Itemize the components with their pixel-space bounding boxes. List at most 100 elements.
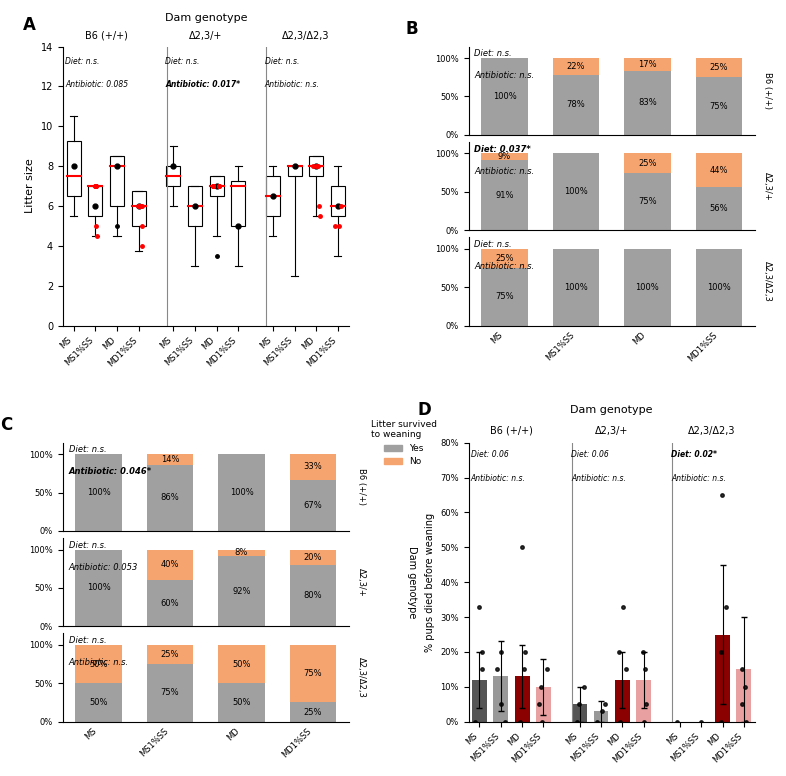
Text: 25%: 25% [495, 254, 514, 263]
Text: Antibiotic: 0.017*: Antibiotic: 0.017* [165, 81, 241, 89]
Bar [288, 166, 302, 176]
Text: Δ2,3/Δ2,3: Δ2,3/Δ2,3 [358, 657, 366, 698]
Text: Antibiotic: n.s.: Antibiotic: n.s. [671, 474, 726, 483]
Text: Antibiotic: n.s.: Antibiotic: n.s. [475, 167, 534, 175]
Text: D: D [417, 401, 431, 419]
Text: Antibiotic: 0.085: Antibiotic: 0.085 [65, 81, 129, 89]
Text: Diet: n.s.: Diet: n.s. [68, 445, 106, 455]
Bar [696, 249, 742, 326]
Bar [75, 454, 122, 531]
Text: 91%: 91% [495, 191, 514, 199]
Text: B6 (+/+): B6 (+/+) [763, 72, 772, 109]
Text: Diet: n.s.: Diet: n.s. [475, 240, 512, 249]
Text: B6 (+/+): B6 (+/+) [490, 426, 533, 436]
Text: B6 (+/+): B6 (+/+) [85, 30, 127, 40]
Text: Diet: n.s.: Diet: n.s. [165, 57, 200, 65]
Bar [75, 549, 122, 626]
Bar [147, 454, 193, 465]
Text: Δ2,3/+: Δ2,3/+ [595, 426, 628, 436]
Text: 40%: 40% [161, 560, 179, 570]
Text: Dam genotype: Dam genotype [406, 546, 417, 618]
Text: 60%: 60% [161, 599, 179, 608]
Text: Antibiotic: n.s.: Antibiotic: n.s. [68, 658, 129, 667]
Bar [331, 186, 345, 216]
Text: Antibiotic: n.s.: Antibiotic: n.s. [475, 262, 534, 271]
Bar [147, 664, 193, 722]
Bar [131, 191, 145, 226]
Bar [515, 677, 530, 722]
Text: B: B [406, 20, 418, 38]
Text: Δ2,3/+: Δ2,3/+ [763, 171, 772, 200]
Text: 75%: 75% [161, 688, 179, 698]
Bar [593, 712, 608, 722]
Bar [219, 556, 265, 626]
Bar [210, 176, 224, 196]
Text: 25%: 25% [638, 158, 656, 168]
Text: 100%: 100% [86, 488, 111, 497]
Bar [219, 454, 265, 531]
Text: 14%: 14% [161, 455, 179, 464]
Bar [147, 549, 193, 580]
Text: 17%: 17% [638, 60, 656, 69]
Bar [88, 186, 102, 216]
Text: 100%: 100% [493, 92, 516, 101]
Bar [167, 166, 180, 186]
Bar [536, 687, 551, 722]
Text: Diet: n.s.: Diet: n.s. [68, 636, 106, 645]
Bar [481, 249, 527, 268]
Bar [481, 161, 527, 230]
Bar [696, 78, 742, 135]
Bar [624, 249, 670, 326]
Bar [481, 154, 527, 161]
Text: 92%: 92% [233, 587, 251, 595]
Bar [147, 580, 193, 626]
Bar [147, 465, 193, 531]
Text: Diet: n.s.: Diet: n.s. [68, 541, 106, 549]
Text: 50%: 50% [233, 660, 251, 669]
Text: Δ2,3/Δ2,3: Δ2,3/Δ2,3 [763, 261, 772, 302]
Bar [309, 156, 323, 176]
Text: 83%: 83% [638, 99, 657, 108]
Text: 44%: 44% [710, 166, 728, 175]
Text: 100%: 100% [636, 282, 659, 292]
Bar [75, 645, 122, 684]
Text: 100%: 100% [230, 488, 253, 497]
Text: 25%: 25% [710, 63, 728, 72]
Text: 100%: 100% [707, 282, 731, 292]
Text: A: A [23, 16, 35, 34]
Bar [494, 677, 509, 722]
Bar [219, 684, 265, 722]
Bar [572, 705, 587, 722]
Bar [696, 58, 742, 78]
Text: 75%: 75% [495, 293, 514, 301]
Text: 8%: 8% [235, 548, 248, 557]
Bar [67, 141, 81, 196]
Bar [736, 670, 751, 722]
Bar [553, 75, 599, 135]
Text: 100%: 100% [564, 187, 588, 196]
Text: Antibiotic: 0.046*: Antibiotic: 0.046* [68, 467, 152, 476]
Bar [553, 154, 599, 230]
Text: 67%: 67% [303, 501, 322, 510]
Bar [472, 680, 487, 722]
Text: 33%: 33% [303, 462, 322, 471]
Bar [624, 71, 670, 135]
Text: 75%: 75% [710, 102, 728, 110]
Bar [188, 186, 202, 226]
Text: Antibiotic: 0.053: Antibiotic: 0.053 [68, 563, 138, 572]
Text: 25%: 25% [303, 708, 322, 716]
Text: Δ2,3/+: Δ2,3/+ [189, 30, 222, 40]
Bar [290, 645, 336, 702]
Bar [231, 181, 245, 226]
Text: 22%: 22% [567, 62, 585, 71]
Bar [715, 635, 730, 722]
Text: Antibiotic: n.s.: Antibiotic: n.s. [571, 474, 626, 483]
Bar [266, 176, 280, 216]
Text: Diet: 0.02*: Diet: 0.02* [671, 449, 718, 459]
Text: 50%: 50% [90, 660, 108, 669]
Bar [636, 680, 651, 722]
Text: Diet: n.s.: Diet: n.s. [265, 57, 299, 65]
Text: Dam genotype: Dam genotype [571, 405, 653, 415]
Bar [290, 702, 336, 722]
Text: Dam genotype: Dam genotype [164, 12, 247, 23]
